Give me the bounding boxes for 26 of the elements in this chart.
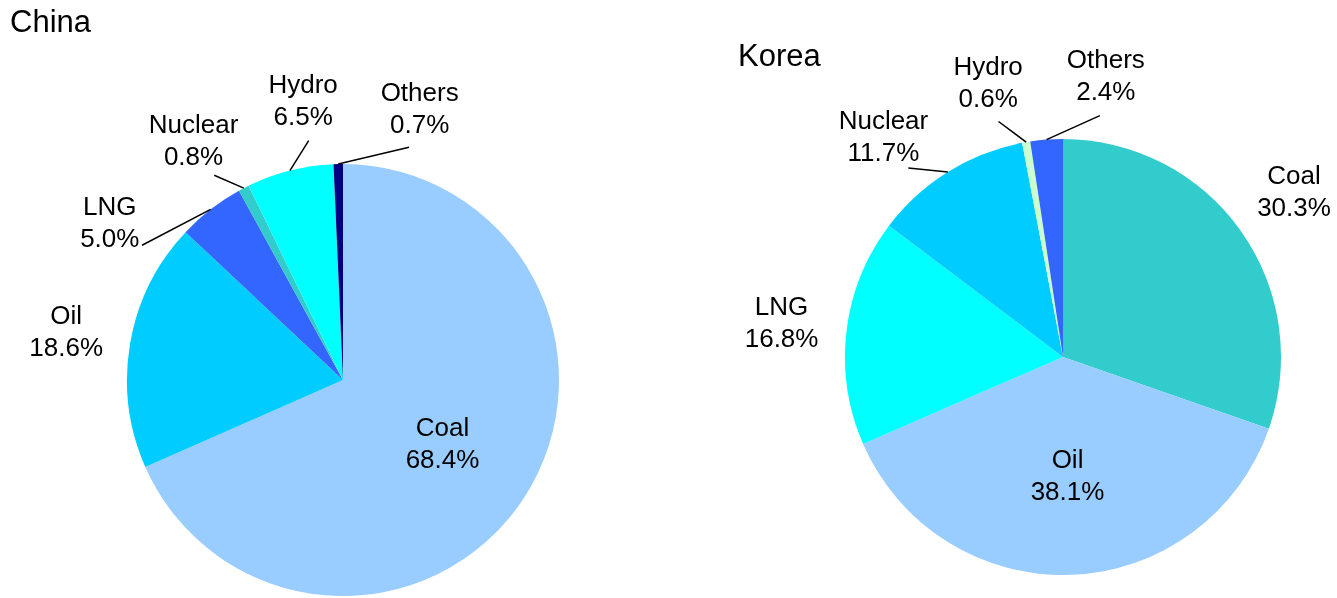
data-label: 68.4% [405,444,480,475]
slice-label: Others [1066,44,1145,75]
data-label: 6.5% [273,101,333,132]
slice-label: Coal [1267,159,1321,190]
data-label: 0.6% [958,82,1018,113]
slice-label: Hydro [953,50,1023,81]
data-label: 0.7% [390,109,450,140]
slice-label: Nuclear [148,109,239,140]
data-label: 2.4% [1076,76,1136,107]
data-label: 0.8% [163,141,224,172]
data-label: 38.1% [1030,475,1105,506]
slice-label: Oil [50,299,83,330]
slice-label: Nuclear [838,104,929,135]
chart-title: China [10,4,91,40]
data-label: 11.7% [847,136,920,167]
slice-label: Others [380,77,459,108]
slice-label: LNG [83,190,137,221]
chart-title: Korea [738,38,821,74]
data-label: 5.0% [80,222,140,253]
data-label: 30.3% [1257,191,1331,222]
data-label: 18.6% [29,331,104,362]
slice-label: Oil [1051,443,1084,474]
slice-label: LNG [754,290,809,321]
slice-label: Coal [415,412,470,443]
data-label: 16.8% [744,322,819,353]
slice-label: Hydro [268,69,338,100]
